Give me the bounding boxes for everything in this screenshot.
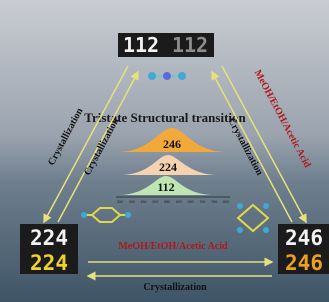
tick-label: 500	[152, 200, 158, 204]
tick-label: 800	[223, 200, 229, 204]
label: MeOH/EtOH/Acetic Acid	[118, 241, 228, 252]
molecule	[148, 72, 186, 80]
peak-label: 224	[159, 160, 177, 174]
tick-label: 700	[199, 200, 205, 204]
tick-label: 350	[117, 200, 123, 204]
tick-label: 600	[176, 200, 182, 204]
tick-label: 400	[129, 200, 135, 204]
tick-label: 450	[141, 200, 147, 204]
label: Crystallization	[143, 282, 207, 293]
tick-label: 750	[211, 200, 217, 204]
diagram: 112 112 Tristate Structural transition 2…	[0, 0, 329, 302]
display-digits: 246	[285, 226, 323, 250]
peak-label: 112	[157, 180, 174, 194]
tick-label: 550	[164, 200, 170, 204]
peak-label: 246	[163, 137, 181, 151]
display-digits: 224	[30, 226, 68, 250]
tick-label: 650	[188, 200, 194, 204]
display-digits: 112	[172, 33, 208, 57]
page: 112 112 Tristate Structural transition 2…	[0, 0, 329, 302]
display-digits: 224	[30, 251, 68, 275]
display-digits: 112	[123, 33, 159, 57]
display-digits: 246	[285, 251, 323, 275]
